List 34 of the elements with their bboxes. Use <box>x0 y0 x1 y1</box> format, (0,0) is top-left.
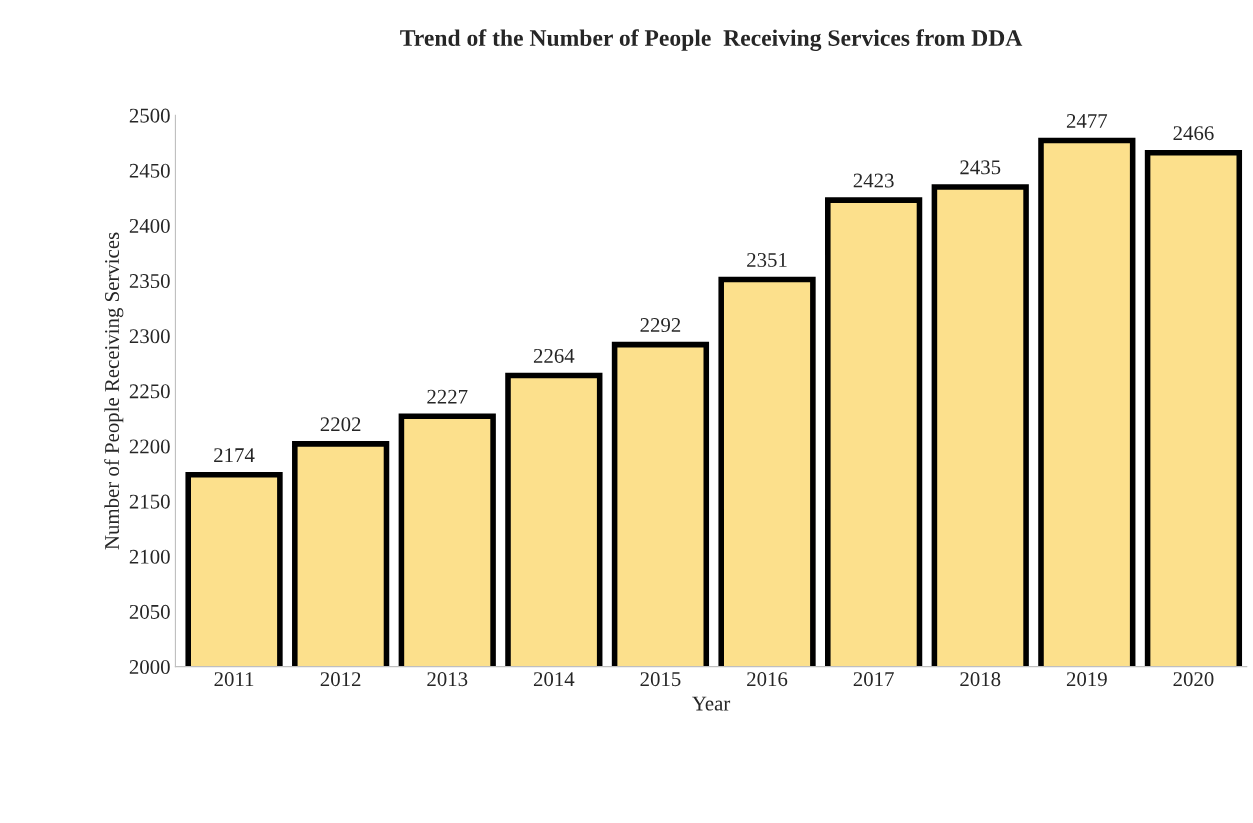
x-axis-title: Year <box>692 696 731 711</box>
y-tick-label: 2200 <box>129 439 170 454</box>
data-label: 2264 <box>533 348 575 363</box>
x-tick-label: 2016 <box>747 672 788 687</box>
data-label: 2351 <box>747 252 787 267</box>
y-tick-label: 2250 <box>129 384 170 399</box>
data-label: 2466 <box>1173 126 1214 141</box>
y-tick-label: 2350 <box>129 274 170 289</box>
data-label: 2435 <box>960 160 1001 175</box>
y-tick-label: 2300 <box>129 329 170 344</box>
y-tick-label: 2000 <box>129 660 170 675</box>
y-tick-label: 2150 <box>129 494 170 509</box>
x-tick-label: 2011 <box>214 672 254 687</box>
y-tick-label: 2400 <box>129 218 170 233</box>
data-label: 2202 <box>320 417 361 432</box>
y-axis-title: Number of People Receiving Services <box>104 232 124 550</box>
x-tick-label: 2015 <box>640 672 681 687</box>
x-tick-label: 2017 <box>853 672 894 687</box>
y-tick-label: 2500 <box>129 108 170 123</box>
y-tick-label: 2100 <box>129 549 170 564</box>
y-tick-label: 2450 <box>129 163 170 178</box>
chart-title: Trend of the Number of People Receiving Services from DDA <box>400 29 1023 51</box>
x-tick-label: 2012 <box>320 672 361 687</box>
x-tick-label: 2018 <box>960 672 1001 687</box>
data-label: 2227 <box>427 389 468 404</box>
x-tick-label: 2019 <box>1066 672 1107 687</box>
y-tick-label: 2050 <box>129 604 170 619</box>
x-tick-label: 2013 <box>427 672 468 687</box>
data-label: 2423 <box>853 173 894 188</box>
data-label: 2477 <box>1066 114 1108 128</box>
x-tick-label: 2020 <box>1173 672 1214 687</box>
x-tick-label: 2014 <box>533 672 575 687</box>
data-label: 2174 <box>214 448 255 462</box>
data-label: 2292 <box>640 318 681 333</box>
